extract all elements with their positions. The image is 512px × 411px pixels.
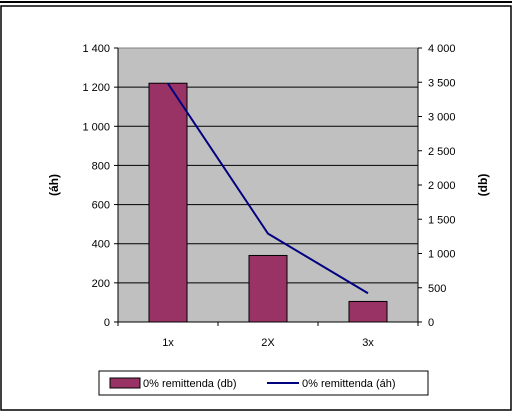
- left-tick-label: 200: [92, 278, 110, 290]
- right-tick-label: 500: [428, 283, 446, 295]
- left-axis-title: (áh): [47, 174, 61, 196]
- bar: [249, 255, 287, 322]
- x-tick-label: 2X: [261, 337, 275, 349]
- left-tick-label: 0: [104, 317, 110, 329]
- left-tick-label: 400: [92, 239, 110, 251]
- left-tick-label: 1 200: [82, 82, 110, 94]
- x-tick-label: 3x: [362, 337, 374, 349]
- legend-line-label: 0% remittenda (áh): [302, 378, 396, 390]
- legend: 0% remittenda (db) 0% remittenda (áh): [99, 371, 428, 395]
- bar: [349, 301, 387, 322]
- right-tick-label: 3 000: [428, 112, 456, 124]
- x-tick-label: 1x: [162, 337, 174, 349]
- right-tick-label: 2 000: [428, 180, 456, 192]
- bar: [149, 83, 187, 322]
- right-tick-label: 0: [428, 317, 434, 329]
- right-tick-label: 3 500: [428, 77, 456, 89]
- right-tick-label: 1 500: [428, 214, 456, 226]
- left-tick-label: 800: [92, 160, 110, 172]
- right-axis-title: (db): [476, 174, 490, 197]
- left-tick-label: 600: [92, 200, 110, 212]
- right-tick-label: 1 000: [428, 249, 456, 261]
- left-tick-label: 1 000: [82, 121, 110, 133]
- right-tick-label: 2 500: [428, 146, 456, 158]
- left-tick-label: 1 400: [82, 43, 110, 55]
- legend-bar-swatch: [110, 378, 140, 388]
- right-tick-label: 4 000: [428, 43, 456, 55]
- legend-bar-label: 0% remittenda (db): [143, 378, 237, 390]
